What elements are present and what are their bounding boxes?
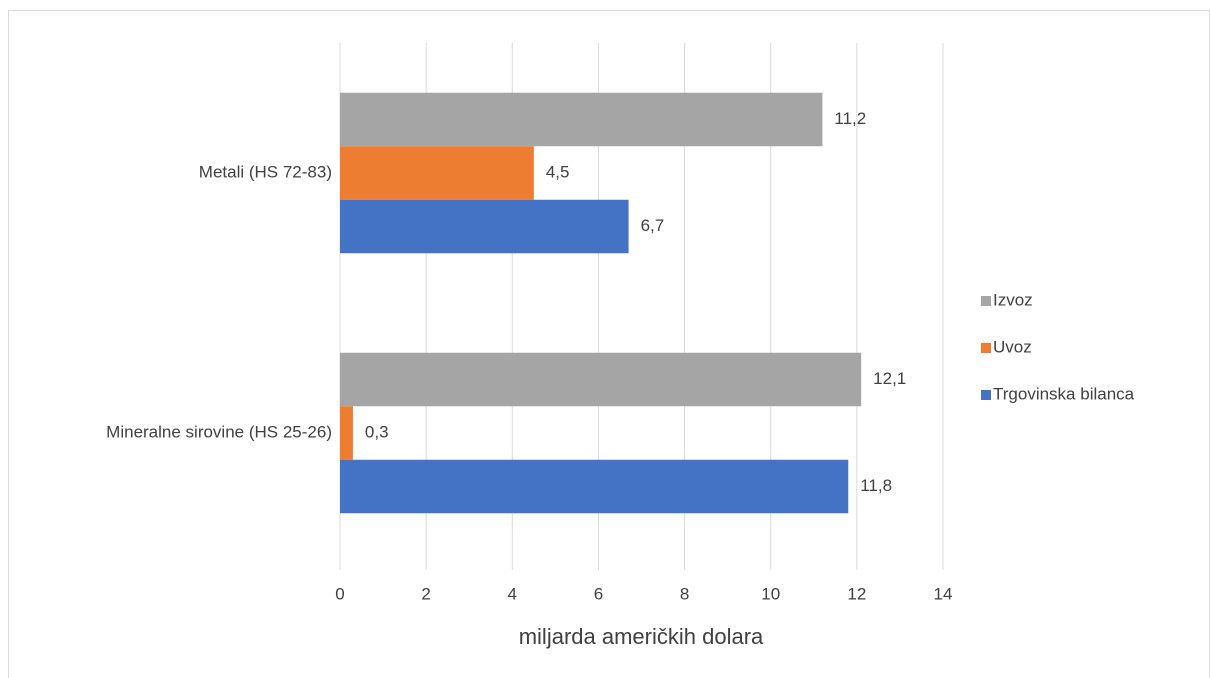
x-axis-title: miljarda američkih dolara (519, 624, 764, 649)
legend-swatch (981, 390, 991, 400)
legend-label: Uvoz (993, 337, 1032, 356)
y-tick-label: Mineralne sirovine (HS 25-26) (106, 422, 332, 441)
value-label: 0,3 (365, 422, 389, 441)
legend-swatch (981, 343, 991, 353)
value-label: 4,5 (546, 162, 570, 181)
value-label: 11,2 (834, 109, 866, 128)
y-tick-label: Metali (HS 72-83) (199, 162, 332, 181)
legend-label: Trgovinska bilanca (993, 384, 1135, 403)
x-tick-label: 6 (594, 584, 603, 603)
x-tick-label: 12 (847, 584, 866, 603)
bar (340, 406, 353, 460)
value-label: 11,8 (860, 476, 892, 495)
bar (340, 146, 534, 200)
bar (340, 459, 849, 514)
legend-swatch (981, 296, 991, 306)
bar (340, 352, 862, 407)
bar (340, 199, 629, 254)
value-label: 6,7 (641, 216, 665, 235)
bar (340, 92, 823, 147)
x-tick-label: 2 (421, 584, 430, 603)
value-label: 12,1 (873, 369, 906, 388)
x-tick-label: 4 (508, 584, 517, 603)
legend-label: Izvoz (993, 290, 1033, 309)
x-tick-label: 8 (680, 584, 689, 603)
x-tick-label: 14 (934, 584, 953, 603)
x-tick-label: 10 (761, 584, 780, 603)
x-tick-label: 0 (335, 584, 344, 603)
